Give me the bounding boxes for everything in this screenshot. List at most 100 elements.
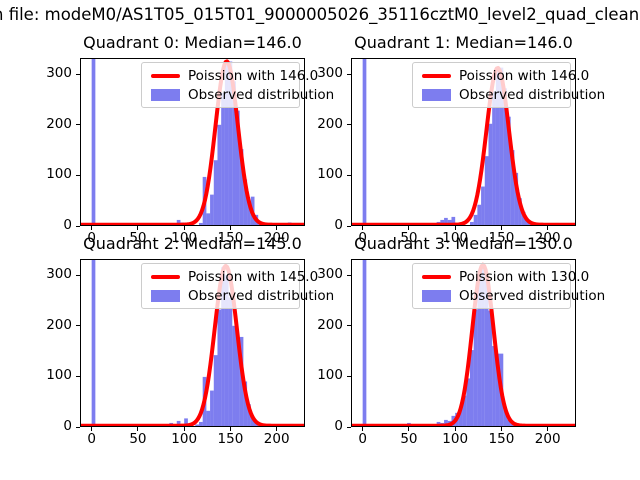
x-tick-label: 200 [263, 431, 290, 447]
x-tick-mark [362, 226, 364, 230]
y-tick-label: 100 [317, 166, 343, 183]
histogram-bar [239, 149, 244, 226]
histogram-bar [469, 350, 474, 427]
x-tick-label: 100 [442, 230, 469, 246]
x-tick-label: 100 [442, 431, 469, 447]
histogram-bar [481, 266, 485, 427]
y-tick-mark [76, 426, 80, 428]
y-tick-label: 0 [63, 217, 72, 233]
histogram-bar [213, 355, 218, 427]
y-tick-label: 100 [46, 367, 72, 384]
x-tick-mark [362, 427, 364, 431]
legend-row-observed: Observed distribution [151, 286, 334, 305]
histogram-bar [247, 200, 251, 226]
quadrant-0-title: Quadrant 0: Median=146.0 [83, 33, 302, 52]
quadrant-2-histogram-plot [80, 259, 305, 427]
legend-line-label: Poission with 146.0 [459, 67, 590, 84]
histogram-bar [510, 150, 515, 226]
legend-patch-label: Observed distribution [459, 287, 606, 304]
x-tick-mark [183, 427, 185, 431]
histogram-bar [477, 204, 482, 226]
legend-patch-label: Observed distribution [459, 86, 606, 103]
legend-patch-swatch [151, 88, 180, 101]
quadrant-3-panel: Quadrant 3: Median=130.0 Poission with 1… [317, 234, 605, 447]
legend-line-swatch [422, 274, 451, 279]
histogram-bar [198, 421, 203, 427]
y-tick-mark [347, 225, 351, 227]
x-tick-label: 200 [534, 230, 561, 246]
x-tick-label: 0 [87, 431, 96, 447]
quadrant-1-legend: Poission with 146.0 Observed distributio… [412, 62, 605, 108]
y-tick-mark [347, 274, 351, 276]
x-tick-mark [408, 226, 410, 230]
histogram-bar [484, 156, 489, 226]
poisson-fit-curve [351, 262, 576, 427]
legend-row-poisson: Poission with 146.0 [422, 66, 589, 85]
x-tick-mark [276, 226, 278, 230]
x-tick-mark [137, 427, 139, 431]
quadrant-0-legend: Poission with 146.0 Observed distributio… [141, 62, 334, 108]
x-tick-mark [276, 427, 278, 431]
axes-frame [80, 58, 305, 226]
histogram-bar [444, 217, 448, 226]
y-tick-label: 200 [317, 115, 343, 132]
histogram-bar [462, 395, 467, 427]
histogram-bar [228, 61, 233, 226]
x-tick-label: 200 [534, 431, 561, 447]
legend-patch-swatch [422, 88, 451, 101]
quadrant-1-title: Quadrant 1: Median=146.0 [354, 33, 573, 52]
histogram-bar [484, 281, 489, 427]
x-tick-label: 0 [358, 431, 367, 447]
histogram-bar [473, 309, 478, 427]
x-tick-mark [137, 226, 139, 230]
quadrant-0-panel: Quadrant 0: Median=146.0 Poission with 1… [46, 33, 334, 246]
histogram-bar [254, 422, 259, 427]
histogram-bar [503, 88, 507, 226]
legend-row-observed: Observed distribution [422, 85, 605, 104]
quadrant-2-title: Quadrant 2: Median=145.0 [83, 234, 302, 253]
y-tick-mark [76, 375, 80, 377]
histogram-bar [217, 309, 222, 427]
histogram-bar [495, 353, 500, 427]
histogram-bar [458, 408, 463, 427]
legend-row-poisson: Poission with 130.0 [422, 267, 589, 286]
histogram-bar [492, 346, 496, 427]
histogram-bar [206, 410, 211, 427]
y-tick-mark [347, 426, 351, 428]
histogram-bar [506, 116, 511, 226]
legend-row-observed: Observed distribution [151, 85, 334, 104]
x-tick-mark [229, 226, 231, 230]
y-tick-mark [347, 325, 351, 327]
histogram-bar [362, 259, 367, 427]
histogram-bar [488, 123, 493, 226]
x-tick-label: 50 [400, 431, 418, 447]
histogram-bar [473, 214, 478, 226]
poisson-fit-curve [351, 65, 576, 226]
legend-patch-swatch [422, 289, 451, 302]
legend-line-label: Poission with 145.0 [188, 268, 319, 285]
y-tick-mark [76, 174, 80, 176]
histogram-bar [221, 92, 225, 226]
x-tick-mark [500, 226, 502, 230]
y-tick-mark [347, 375, 351, 377]
figure-title: n file: modeM0/AS1T05_015T01_9000005026_… [0, 5, 640, 24]
histogram-bar [247, 404, 251, 427]
quadrant-3-legend: Poission with 130.0 Observed distributio… [412, 263, 605, 309]
quadrant-2-panel: Quadrant 2: Median=145.0 Poission with 1… [46, 234, 334, 447]
histogram-bar [503, 406, 507, 427]
histogram-bar [217, 124, 222, 226]
legend-patch-label: Observed distribution [188, 86, 335, 103]
y-tick-label: 200 [317, 316, 343, 333]
legend-line-swatch [422, 73, 451, 78]
y-tick-mark [347, 124, 351, 126]
x-tick-label: 100 [171, 431, 198, 447]
histogram-bar [514, 172, 519, 226]
x-tick-label: 0 [87, 230, 96, 246]
x-tick-label: 150 [488, 431, 515, 447]
histogram-bar [198, 222, 203, 226]
x-tick-mark [547, 427, 549, 431]
histogram-bar [466, 378, 470, 427]
x-tick-mark [454, 226, 456, 230]
histogram-bar [495, 69, 500, 226]
y-tick-label: 100 [46, 166, 72, 183]
